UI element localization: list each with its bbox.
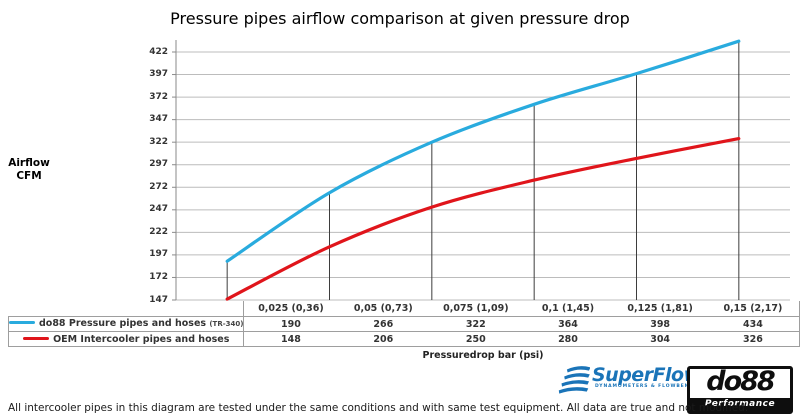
y-axis-label-line1: Airflow: [8, 157, 50, 169]
y-tick-label: 422: [149, 46, 168, 57]
chart-title: Pressure pipes airflow comparison at giv…: [170, 9, 630, 28]
do88-logo: do88 Performance: [687, 366, 793, 414]
do88-value-1: 190: [243, 316, 338, 332]
y-tick-label: 397: [149, 69, 168, 80]
oem-value-5: 304: [613, 331, 707, 347]
series-line-do88: [225, 39, 741, 263]
disclaimer-text: All intercooler pipes in this diagram ar…: [8, 402, 749, 414]
do88-logo-name: do88: [706, 366, 775, 397]
y-tick-label: 222: [149, 226, 168, 237]
series-line-oem: [225, 137, 741, 301]
series-row-oem: OEM Intercooler pipes and hoses 148 206 …: [7, 331, 800, 347]
x-category-6: 0,15 (2,17): [706, 301, 800, 317]
superflow-logo-tagline: DYNAMOMETERS & FLOWBENCHES: [595, 384, 707, 389]
oem-value-2: 206: [337, 331, 430, 347]
y-tick-label: 247: [149, 204, 168, 215]
x-category-1: 0,025 (0,36): [243, 301, 338, 317]
oem-value-6: 326: [706, 331, 800, 347]
x-category-5: 0,125 (1,81): [613, 301, 707, 317]
y-axis-label: Airflow CFM: [6, 157, 52, 183]
series-row-do88: do88 Pressure pipes and hoses (TR-340) 1…: [7, 316, 800, 332]
superflow-logo-name: SuperFlow: [592, 364, 701, 386]
legend-cell-do88: do88 Pressure pipes and hoses (TR-340): [7, 316, 245, 332]
oem-value-1: 148: [243, 331, 338, 347]
y-tick-label: 172: [149, 271, 168, 282]
x-category-3: 0,075 (1,09): [429, 301, 523, 317]
x-category-2: 0,05 (0,73): [337, 301, 430, 317]
do88-value-3: 322: [429, 316, 523, 332]
data-table: 0,025 (0,36) 0,05 (0,73) 0,075 (1,09) 0,…: [7, 301, 800, 347]
do88-value-4: 364: [522, 316, 614, 332]
oem-value-4: 280: [522, 331, 614, 347]
legend-label-do88-suffix: (TR-340): [209, 320, 244, 328]
y-tick-label: 147: [149, 294, 168, 305]
x-axis-label: Pressuredrop bar (psi): [422, 350, 544, 361]
x-category-4: 0,1 (1,45): [522, 301, 614, 317]
do88-value-2: 266: [337, 316, 430, 332]
superflow-logo: SuperFlow DYNAMOMETERS & FLOWBENCHES: [550, 364, 706, 400]
superflow-logo-icon: [558, 366, 590, 394]
y-tick-label: 197: [149, 249, 168, 260]
y-axis-label-line2: CFM: [16, 170, 42, 182]
y-tick-label: 372: [149, 91, 168, 102]
category-row: 0,025 (0,36) 0,05 (0,73) 0,075 (1,09) 0,…: [9, 301, 800, 317]
legend-swatch-do88-icon: [9, 321, 35, 324]
legend-label-do88: do88 Pressure pipes and hoses: [39, 318, 207, 329]
do88-value-6: 434: [706, 316, 800, 332]
legend-swatch-oem-icon: [23, 336, 50, 340]
y-tick-label: 347: [149, 114, 168, 125]
do88-logo-tagline: Performance: [690, 398, 790, 411]
legend-cell-oem: OEM Intercooler pipes and hoses: [7, 331, 245, 347]
do88-value-5: 398: [613, 316, 707, 332]
y-tick-label: 297: [149, 159, 168, 170]
oem-value-3: 250: [429, 331, 523, 347]
legend-label-oem: OEM Intercooler pipes and hoses: [53, 333, 230, 345]
y-tick-label: 272: [149, 181, 168, 192]
y-tick-label: 322: [149, 136, 168, 147]
